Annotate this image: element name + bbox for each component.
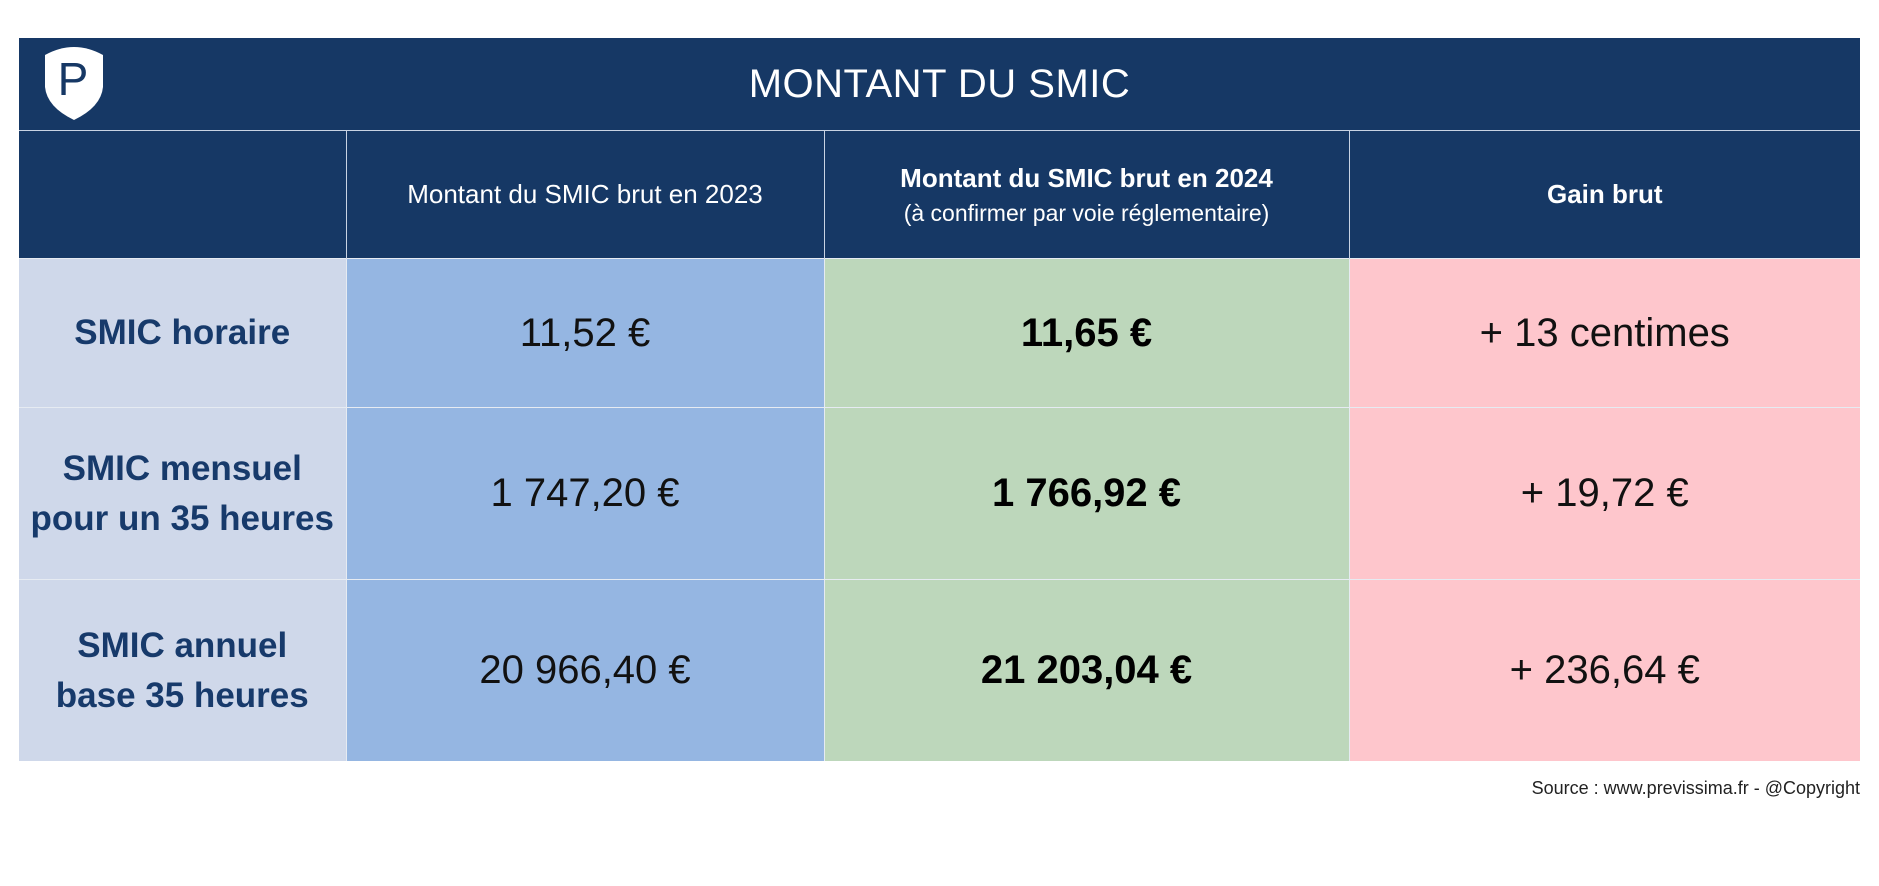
row-label-line: SMIC mensuel	[62, 448, 302, 488]
source-credit: Source : www.previssima.fr - @Copyright	[1531, 778, 1860, 798]
row-label-line: SMIC annuel	[77, 625, 288, 665]
cell-2024-hourly: 11,65 €	[824, 258, 1350, 408]
cell-2023-annual: 20 966,40 €	[346, 579, 825, 761]
table-row: SMIC horaire 11,52 € 11,65 € + 13 centim…	[19, 258, 1860, 408]
header-label-gain: Gain brut	[1546, 179, 1663, 209]
row-label-line: SMIC horaire	[74, 313, 291, 352]
shield-logo-icon: P	[45, 47, 103, 120]
row-label-hourly: SMIC horaire	[19, 258, 347, 408]
header-label-2023: Montant du SMIC brut en 2023	[407, 179, 763, 209]
header-label-2024: Montant du SMIC brut en 2024	[900, 162, 1273, 193]
row-label-line: base 35 heures	[55, 675, 309, 715]
table-row: SMIC annuel base 35 heures 20 966,40 € 2…	[19, 579, 1860, 761]
cell-gain-hourly: + 13 centimes	[1349, 258, 1860, 408]
table-row: SMIC mensuel pour un 35 heures 1 747,20 …	[19, 407, 1860, 580]
page-title: MONTANT DU SMIC	[748, 61, 1131, 106]
row-label-monthly: SMIC mensuel pour un 35 heures	[19, 407, 347, 580]
logo-letter: P	[58, 53, 89, 105]
header-cell-empty	[19, 131, 347, 259]
cell-2023-hourly: 11,52 €	[346, 258, 825, 408]
cell-2023-monthly: 1 747,20 €	[346, 407, 825, 580]
title-bar: P MONTANT DU SMIC	[19, 38, 1860, 131]
row-label-line: pour un 35 heures	[30, 498, 334, 538]
smic-table-sheet: P MONTANT DU SMIC Montant du SMIC brut e…	[19, 38, 1860, 761]
header-sublabel-2024: (à confirmer par voie réglementaire)	[903, 199, 1270, 226]
header-cell-2023: Montant du SMIC brut en 2023	[346, 131, 825, 259]
header-cell-gain: Gain brut	[1349, 131, 1860, 259]
smic-table: Montant du SMIC brut en 2023 Montant du …	[19, 131, 1860, 761]
row-label-annual: SMIC annuel base 35 heures	[19, 579, 347, 761]
cell-2024-annual: 21 203,04 €	[824, 579, 1350, 761]
header-cell-2024: Montant du SMIC brut en 2024 (à confirme…	[824, 131, 1350, 259]
cell-gain-annual: + 236,64 €	[1349, 579, 1860, 761]
cell-2024-monthly: 1 766,92 €	[824, 407, 1350, 580]
header-row: Montant du SMIC brut en 2023 Montant du …	[19, 131, 1860, 259]
cell-gain-monthly: + 19,72 €	[1349, 407, 1860, 580]
